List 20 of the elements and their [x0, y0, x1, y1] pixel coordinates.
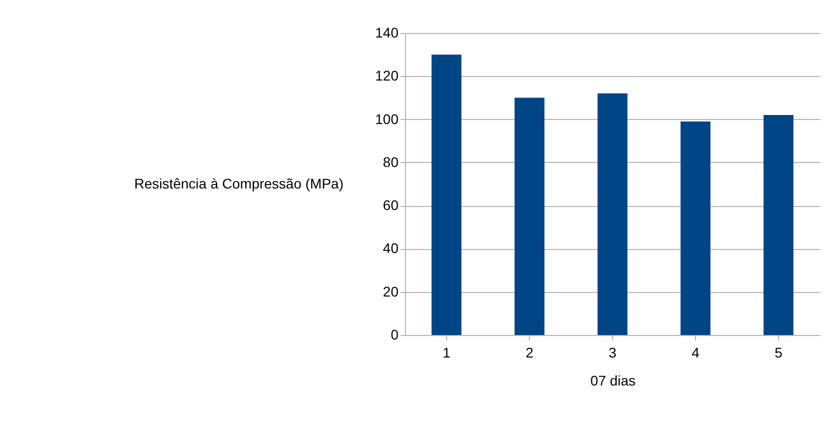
bar: [432, 54, 462, 335]
x-tick-label: 3: [608, 344, 617, 360]
x-axis-title: 07 dias: [590, 372, 636, 388]
y-axis-title: Resistência à Compressão (MPa): [134, 176, 344, 192]
bar: [680, 121, 710, 335]
y-tick-label: 120: [375, 68, 399, 84]
bar: [598, 93, 628, 335]
x-tick-label: 5: [774, 344, 783, 360]
bar: [514, 98, 544, 335]
bar: [764, 114, 794, 335]
x-tick-label: 2: [526, 344, 534, 360]
y-tick-label: 20: [382, 283, 399, 300]
x-tick-label: 4: [692, 344, 700, 360]
y-tick-label: 100: [375, 110, 399, 127]
y-tick-label: 40: [382, 240, 399, 256]
y-tick-label: 60: [382, 197, 399, 214]
x-tick-label: 1: [442, 344, 451, 360]
y-tick-label: 80: [382, 154, 399, 170]
y-tick-label: 0: [390, 326, 399, 342]
y-tick-label: 140: [375, 24, 399, 40]
